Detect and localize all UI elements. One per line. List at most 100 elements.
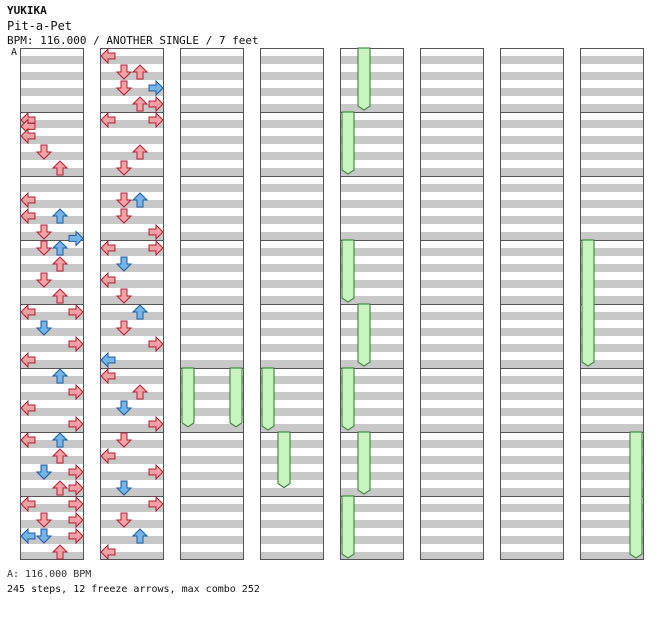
beat-stripe — [580, 552, 644, 560]
down-arrow-icon — [115, 256, 133, 272]
down-arrow-icon — [35, 224, 53, 240]
beat-stripe — [420, 456, 484, 464]
beat-stripe — [500, 136, 564, 144]
beat-stripe — [20, 120, 84, 128]
beat-stripe — [340, 200, 404, 208]
song-artist: YUKIKA — [7, 4, 47, 17]
beat-stripe — [20, 456, 84, 464]
beat-stripe — [420, 280, 484, 288]
down-arrow-icon — [115, 208, 133, 224]
beat-stripe — [260, 408, 324, 416]
beat-stripe — [500, 408, 564, 416]
beat-stripe — [580, 232, 644, 240]
beat-stripe — [100, 248, 164, 256]
beat-stripe — [100, 520, 164, 528]
beat-stripe — [340, 72, 404, 80]
song-title: Pit-a-Pet — [7, 19, 73, 33]
beat-stripe — [580, 424, 644, 432]
beat-stripe — [180, 456, 244, 464]
beat-stripe — [500, 376, 564, 384]
beat-stripe — [500, 552, 564, 560]
freeze-arrow — [357, 431, 371, 495]
beat-stripe — [500, 200, 564, 208]
beat-stripe — [260, 72, 324, 80]
beat-stripe — [180, 280, 244, 288]
freeze-arrow — [357, 303, 371, 367]
chart-column — [420, 48, 484, 560]
left-arrow-icon — [100, 367, 116, 385]
beat-stripe — [340, 152, 404, 160]
beat-stripe — [340, 472, 404, 480]
right-arrow-icon — [68, 303, 84, 321]
down-arrow-icon — [115, 192, 133, 208]
freeze-arrow — [341, 495, 355, 559]
right-arrow-icon — [68, 335, 84, 353]
beat-stripe — [100, 536, 164, 544]
beat-stripe — [580, 376, 644, 384]
up-arrow-icon — [131, 192, 149, 208]
beat-stripe — [260, 424, 324, 432]
beat-stripe — [500, 392, 564, 400]
down-arrow-icon — [115, 320, 133, 336]
right-arrow-icon — [68, 495, 84, 513]
beat-stripe — [420, 424, 484, 432]
beat-stripe — [340, 264, 404, 272]
beat-stripe — [340, 88, 404, 96]
beat-stripe — [100, 152, 164, 160]
up-arrow-icon — [51, 480, 69, 496]
beat-stripe — [340, 232, 404, 240]
beat-stripe — [580, 120, 644, 128]
beat-stripe — [580, 56, 644, 64]
beat-stripe — [500, 488, 564, 496]
beat-stripe — [260, 488, 324, 496]
beat-stripe — [500, 472, 564, 480]
beat-stripe — [260, 56, 324, 64]
beat-stripe — [20, 408, 84, 416]
beat-stripe — [340, 56, 404, 64]
beat-stripe — [420, 472, 484, 480]
beat-stripe — [260, 312, 324, 320]
left-arrow-icon — [20, 207, 36, 225]
beat-stripe — [580, 408, 644, 416]
chart-column — [500, 48, 564, 560]
beat-stripe — [180, 408, 244, 416]
beat-stripe — [180, 136, 244, 144]
right-arrow-icon — [148, 335, 164, 353]
beat-stripe — [340, 328, 404, 336]
beat-stripe — [180, 216, 244, 224]
beat-stripe — [100, 88, 164, 96]
beat-stripe — [340, 392, 404, 400]
left-arrow-icon — [100, 111, 116, 129]
beat-stripe — [500, 56, 564, 64]
beat-stripe — [580, 392, 644, 400]
right-arrow-icon — [148, 463, 164, 481]
up-arrow-icon — [51, 448, 69, 464]
down-arrow-icon — [35, 144, 53, 160]
beat-stripe — [20, 488, 84, 496]
left-arrow-icon — [20, 351, 36, 369]
beat-stripe — [500, 232, 564, 240]
freeze-arrow — [261, 367, 275, 431]
beat-stripe — [260, 536, 324, 544]
beat-stripe — [580, 88, 644, 96]
beat-stripe — [420, 488, 484, 496]
beat-stripe — [260, 248, 324, 256]
left-arrow-icon — [100, 271, 116, 289]
beat-stripe — [260, 504, 324, 512]
beat-stripe — [180, 440, 244, 448]
beat-stripe — [20, 296, 84, 304]
left-arrow-icon — [20, 527, 36, 545]
right-arrow-icon — [68, 415, 84, 433]
beat-stripe — [100, 104, 164, 112]
freeze-arrow — [229, 367, 243, 428]
down-arrow-icon — [115, 160, 133, 176]
beat-stripe — [420, 104, 484, 112]
chart-info: BPM: 116.000 / ANOTHER SINGLE / 7 feet — [7, 34, 259, 47]
beat-stripe — [100, 360, 164, 368]
beat-stripe — [340, 216, 404, 224]
left-arrow-icon — [100, 543, 116, 561]
beat-stripe — [340, 504, 404, 512]
beat-stripe — [20, 248, 84, 256]
beat-stripe — [100, 120, 164, 128]
beat-stripe — [20, 328, 84, 336]
